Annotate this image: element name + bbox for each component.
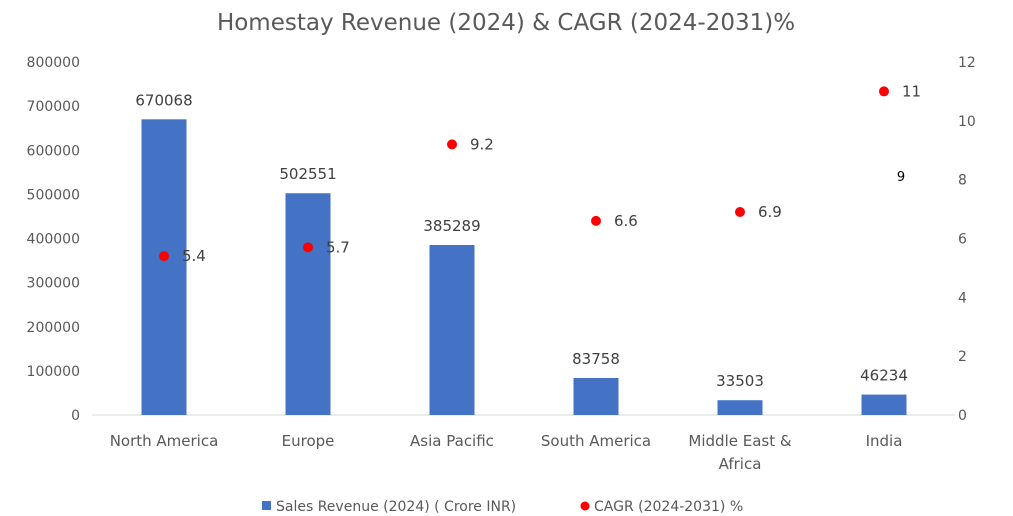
legend-bar-swatch — [262, 501, 271, 510]
cagr-point — [303, 242, 313, 253]
left-y-axis: 0 100000 200000 300000 400000 500000 600000 700… — [27, 55, 80, 424]
bar-data-label: 385289 — [423, 217, 480, 235]
category-label: North America — [110, 432, 219, 450]
left-tick-label: 200000 — [27, 320, 80, 336]
right-tick-label: 10 — [958, 114, 976, 130]
cagr-point — [591, 215, 601, 226]
bar-data-labels: 670068 502551 385289 83758 33503 46234 — [135, 91, 907, 390]
left-tick-label: 0 — [71, 408, 80, 424]
cagr-data-label: 6.6 — [614, 212, 638, 230]
chart-annotation: 9 — [897, 170, 905, 185]
bar-data-label: 502551 — [279, 165, 336, 183]
legend: Sales Revenue (2024) ( Crore INR) CAGR (… — [262, 499, 743, 515]
left-tick-label: 600000 — [27, 143, 80, 159]
left-tick-label: 500000 — [27, 187, 80, 203]
legend-bar-label: Sales Revenue (2024) ( Crore INR) — [276, 499, 516, 515]
category-label: India — [866, 432, 903, 450]
bar — [285, 193, 331, 415]
cagr-series — [159, 86, 889, 262]
right-tick-label: 12 — [958, 55, 976, 71]
left-tick-label: 300000 — [27, 276, 80, 292]
category-label: Asia Pacific — [410, 432, 494, 450]
cagr-point — [159, 251, 169, 262]
cagr-point — [735, 207, 745, 218]
cagr-point — [879, 86, 889, 97]
right-y-axis: 0 2 4 6 8 10 12 — [958, 55, 976, 424]
legend-cagr-swatch — [580, 501, 590, 511]
category-label: Middle East & — [688, 432, 791, 450]
bar-series — [141, 119, 907, 416]
legend-cagr-label: CAGR (2024-2031) % — [594, 499, 743, 515]
left-tick-label: 700000 — [27, 99, 80, 115]
right-tick-label: 8 — [958, 173, 967, 189]
bar — [573, 378, 619, 415]
cagr-data-labels: 5.4 5.7 9.2 6.6 6.9 11 — [182, 82, 921, 265]
cagr-data-label: 6.9 — [758, 203, 782, 221]
bar-data-label: 46234 — [860, 367, 908, 385]
chart-title: Homestay Revenue (2024) & CAGR (2024-203… — [217, 10, 795, 36]
left-tick-label: 800000 — [27, 55, 80, 71]
category-label: Africa — [719, 455, 762, 473]
cagr-data-label: 5.7 — [326, 238, 350, 256]
bar — [861, 394, 907, 415]
left-tick-label: 100000 — [27, 364, 80, 380]
x-axis-categories: North America Europe Asia Pacific South Ame… — [110, 432, 903, 473]
bar-data-label: 33503 — [716, 372, 764, 390]
cagr-data-label: 11 — [902, 82, 921, 100]
cagr-data-label: 9.2 — [470, 135, 494, 153]
left-tick-label: 400000 — [27, 232, 80, 248]
cagr-point — [447, 139, 457, 150]
right-tick-label: 2 — [958, 349, 967, 365]
right-tick-label: 0 — [958, 408, 967, 424]
right-tick-label: 6 — [958, 232, 967, 248]
category-label: Europe — [282, 432, 335, 450]
category-label: South America — [541, 432, 651, 450]
bar-data-label: 83758 — [572, 350, 620, 368]
bar — [717, 400, 763, 415]
cagr-data-label: 5.4 — [182, 247, 206, 265]
bar — [429, 244, 475, 415]
bar-data-label: 670068 — [135, 91, 192, 109]
right-tick-label: 4 — [958, 290, 967, 306]
bar — [141, 119, 187, 416]
